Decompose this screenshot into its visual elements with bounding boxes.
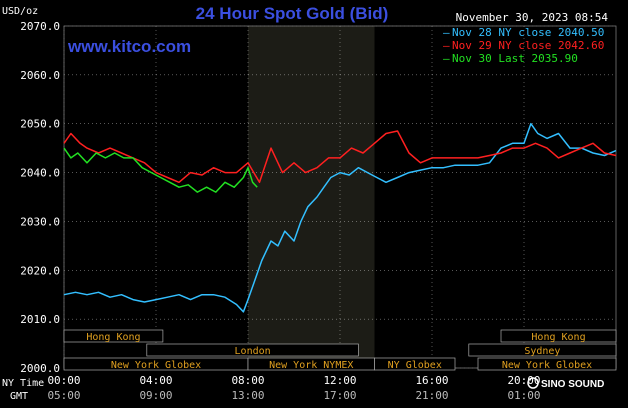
sino-sound-logo: SINO SOUND [527,377,604,390]
session-label: New York Globex [111,360,201,371]
session-label: New York Globex [502,360,592,371]
session-bar [468,343,617,357]
session-bar [500,329,617,343]
y-tick-label: 2050.0 [20,118,60,131]
session-bar [63,329,164,343]
series-line-nov29 [63,130,617,184]
date-time-label: November 30, 2023 08:54 [456,11,609,24]
x-tick-gmt: 05:00 [47,389,80,402]
session-label: NY Globex [388,360,442,371]
x-tick-ny: 16:00 [415,374,448,387]
x-tick-gmt: 01:00 [507,389,540,402]
x-tick-ny: 04:00 [139,374,172,387]
x-tick-gmt: 13:00 [231,389,264,402]
session-label: New York NYMEX [269,360,353,371]
session-label: London [235,346,271,357]
x-axis-row2-label: GMT [10,391,28,402]
legend-label-nov30: Nov 30 Last 2035.90 [452,52,578,65]
session-bar [374,357,456,371]
session-label: Sydney [524,346,560,357]
x-tick-ny: 08:00 [231,374,264,387]
logo-ring-icon [527,377,539,389]
website-label: www.kitco.com [67,37,191,56]
nymex-session-band [248,26,375,368]
y-tick-label: 2070.0 [20,20,60,33]
legend-label-nov28: Nov 28 NY close 2040.50 [452,26,604,39]
series-line-nov30 [63,147,258,193]
chart-title: 24 Hour Spot Gold (Bid) [196,4,389,23]
legend-dash-nov28: – [443,26,450,39]
x-tick-gmt: 17:00 [323,389,356,402]
x-tick-gmt: 09:00 [139,389,172,402]
legend-dash-nov30: – [443,52,450,65]
y-tick-label: 2020.0 [20,264,60,277]
y-tick-label: 2040.0 [20,167,60,180]
y-tick-label: 2030.0 [20,215,60,228]
session-label: Hong Kong [531,332,585,343]
series-line-nov28 [63,122,617,313]
session-label: Hong Kong [86,332,140,343]
y-tick-label: 2060.0 [20,69,60,82]
x-tick-gmt: 21:00 [415,389,448,402]
y-tick-label: 2010.0 [20,313,60,326]
unit-label: USD/oz [2,6,38,17]
logo-text: SINO SOUND [541,379,604,390]
x-axis-row1-label: NY Time [2,378,44,389]
x-tick-ny: 20:00 [507,374,540,387]
y-tick-label: 2000.0 [20,362,60,375]
x-tick-ny: 12:00 [323,374,356,387]
legend-dash-nov29: – [443,39,450,52]
session-bar [477,357,617,371]
legend-label-nov29: Nov 29 NY close 2042.60 [452,39,604,52]
x-tick-ny: 00:00 [47,374,80,387]
session-bar [146,343,359,357]
